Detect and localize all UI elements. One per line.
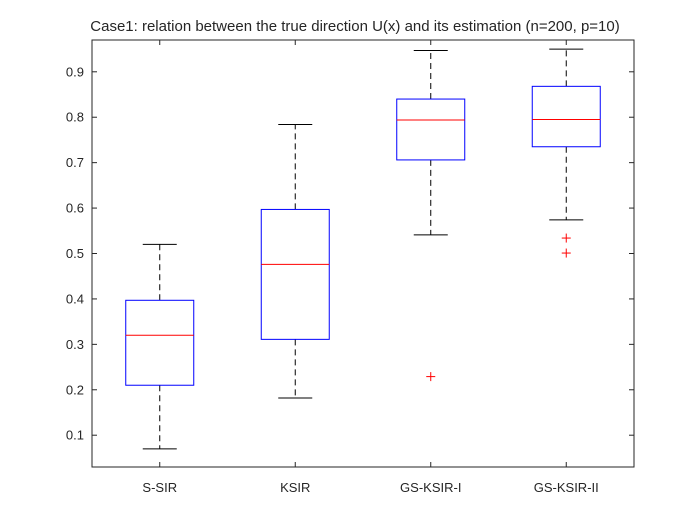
y-tick-label: 0.1 [66,428,84,443]
plot-area [91,39,635,468]
chart-title: Case1: relation between the true directi… [90,18,619,35]
y-tick-label: 0.8 [66,110,84,125]
y-tick-label: 0.2 [66,382,84,397]
outlier-marker [561,248,571,258]
boxes [125,48,601,450]
iqr-box [125,299,195,386]
box-group-gs-ksir-ii [531,48,601,258]
x-tick-label: S-SIR [142,480,177,495]
y-tick-label: 0.4 [66,291,84,306]
iqr-box [396,98,466,161]
y-tick-label: 0.9 [66,64,84,79]
x-tick-label: GS-KSIR-I [400,480,461,495]
x-tick-label: KSIR [280,480,310,495]
iqr-box [260,208,330,340]
x-axis: S-SIR KSIR GS-KSIR-I GS-KSIR-II [142,40,599,495]
y-tick-label: 0.5 [66,246,84,261]
outlier-marker [426,372,436,382]
iqr-box [531,85,601,148]
y-tick-label: 0.7 [66,155,84,170]
box-group-s-sir [125,243,195,450]
x-tick-label: GS-KSIR-II [534,480,599,495]
y-axis: 0.1 0.2 0.3 0.4 0.5 0.6 0.7 0.8 0.9 [66,64,634,443]
outlier-marker [561,233,571,243]
box-group-gs-ksir-i [396,49,466,382]
box-group-ksir [260,123,330,399]
y-tick-label: 0.3 [66,337,84,352]
y-tick-label: 0.6 [66,201,84,216]
